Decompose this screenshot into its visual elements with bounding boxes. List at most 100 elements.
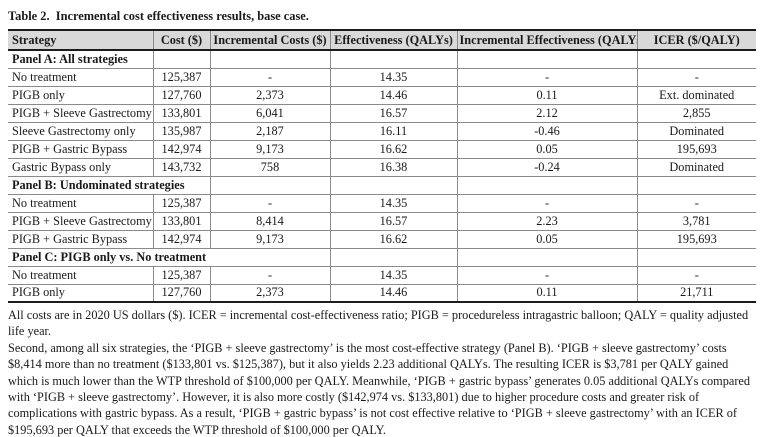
empty-cell [456,50,637,68]
value-cell: - [636,67,756,86]
value-cell: 9,173 [209,139,330,158]
empty-cell [636,50,756,68]
value-cell: 133,801 [152,211,210,230]
value-cell: 6,041 [209,103,330,122]
col-header-effectiveness: Effectiveness (QALYs) [329,30,457,51]
table-row: PIGB + Gastric Bypass 142,974 9,173 16.62 0.… [8,139,756,158]
value-cell: 143,732 [152,157,210,176]
empty-cell [636,175,756,194]
col-header-incremental-costs: Incremental Costs ($) [209,30,330,51]
value-cell: Ext. dominated [636,85,756,104]
empty-cell [152,50,210,68]
value-cell: - [636,265,756,284]
empty-cell [456,247,637,266]
value-cell: 125,387 [152,193,210,212]
value-cell: 21,711 [636,283,756,302]
value-cell: 195,693 [636,139,756,158]
note-panel-b-discussion: Second, among all six strategies, the ‘P… [8,340,751,437]
value-cell: 2.23 [456,211,637,230]
table-row: PIGB only 127,760 2,373 14.46 0.11 Ext. domin… [8,85,756,104]
value-cell: -0.46 [456,121,637,140]
strategy-cell: Gastric Bypass only [8,157,153,176]
table-row: PIGB only 127,760 2,373 14.46 0.11 21,711 [8,283,756,302]
note-abbreviations: All costs are in 2020 US dollars ($). IC… [8,308,749,339]
value-cell: 142,974 [152,229,210,248]
value-cell: 125,387 [152,67,210,86]
value-cell: - [456,67,637,86]
value-cell: 0.05 [456,229,637,248]
strategy-cell: No treatment [8,193,153,212]
value-cell: 14.35 [329,265,457,284]
table-caption: Table 2. Incremental cost effectiveness … [8,9,309,23]
strategy-cell: PIGB + Sleeve Gastrectomy [8,211,153,230]
strategy-cell: PIGB only [8,283,153,302]
value-cell: 16.62 [329,139,457,158]
empty-cell [329,50,457,68]
value-cell: - [636,193,756,212]
value-cell: 2,373 [209,85,330,104]
table-row: No treatment 125,387-14.35- - [8,67,756,86]
strategy-cell: PIGB only [8,85,153,104]
col-header-icer: ICER ($/QALY) [636,30,756,51]
value-cell: Dominated [636,157,756,176]
empty-cell [209,50,330,68]
results-table: Strategy Cost ($) Incremental Costs ($) … [8,29,756,303]
table-row: Gastric Bypass only 143,732 758 16.38 -0.24 D… [8,157,756,176]
value-cell: - [209,265,330,284]
strategy-cell: No treatment [8,265,153,284]
value-cell: 3,781 [636,211,756,230]
strategy-cell: PIGB + Gastric Bypass [8,229,153,248]
strategy-cell: PIGB + Gastric Bypass [8,139,153,158]
value-cell: - [209,67,330,86]
value-cell: 2,855 [636,103,756,122]
value-cell: 2,187 [209,121,330,140]
table-row: Sleeve Gastrectomy only 135,987 2,187 16.11… [8,121,756,140]
empty-cell [636,247,756,266]
empty-cell [329,175,457,194]
value-cell: 16.38 [329,157,457,176]
value-cell: 14.35 [329,67,457,86]
table-row: PIGB + Sleeve Gastrectomy 133,801 6,041 16.… [8,103,756,122]
strategy-cell: PIGB + Sleeve Gastrectomy [8,103,153,122]
value-cell: - [456,265,637,284]
value-cell: -0.24 [456,157,637,176]
value-cell: 8,414 [209,211,330,230]
value-cell: 16.62 [329,229,457,248]
col-header-strategy: Strategy [8,30,153,51]
value-cell: - [456,193,637,212]
table-row: No treatment 125,387-14.35- - [8,193,756,212]
value-cell: 758 [209,157,330,176]
value-cell: 142,974 [152,139,210,158]
table-header: Strategy Cost ($) Incremental Costs ($) … [8,30,756,51]
value-cell: 16.57 [329,211,457,230]
value-cell: 125,387 [152,265,210,284]
value-cell: 2,373 [209,283,330,302]
value-cell: 14.46 [329,283,457,302]
value-cell: 14.46 [329,85,457,104]
value-cell: 0.11 [456,85,637,104]
value-cell: 127,760 [152,283,210,302]
col-header-incremental-effectiveness: Incremental Effectiveness (QALYs) [456,30,637,51]
value-cell: 9,173 [209,229,330,248]
table-row: PIGB + Gastric Bypass 142,974 9,173 16.62 0.… [8,229,756,248]
panel-header-row: Panel A: All strategies [8,50,756,68]
table-notes: All costs are in 2020 US dollars ($). IC… [8,307,756,437]
value-cell: 133,801 [152,103,210,122]
table-row: PIGB + Sleeve Gastrectomy 133,801 8,414 16.… [8,211,756,230]
value-cell: 16.11 [329,121,457,140]
value-cell: - [209,193,330,212]
value-cell: 0.05 [456,139,637,158]
panel-label: Panel B: Undominated strategies [8,175,210,194]
panel-label: Panel C: PIGB only vs. No treatment [8,247,330,266]
empty-cell [329,247,457,266]
header-row: Strategy Cost ($) Incremental Costs ($) … [8,30,756,51]
col-header-cost: Cost ($) [152,30,210,51]
panel-label: Panel A: All strategies [12,51,128,66]
empty-cell [456,175,637,194]
strategy-cell: Sleeve Gastrectomy only [8,121,153,140]
strategy-cell: No treatment [8,67,153,86]
table-body: Panel A: All strategies No treatment 125,3… [8,50,756,302]
value-cell: 14.35 [329,193,457,212]
value-cell: 0.11 [456,283,637,302]
